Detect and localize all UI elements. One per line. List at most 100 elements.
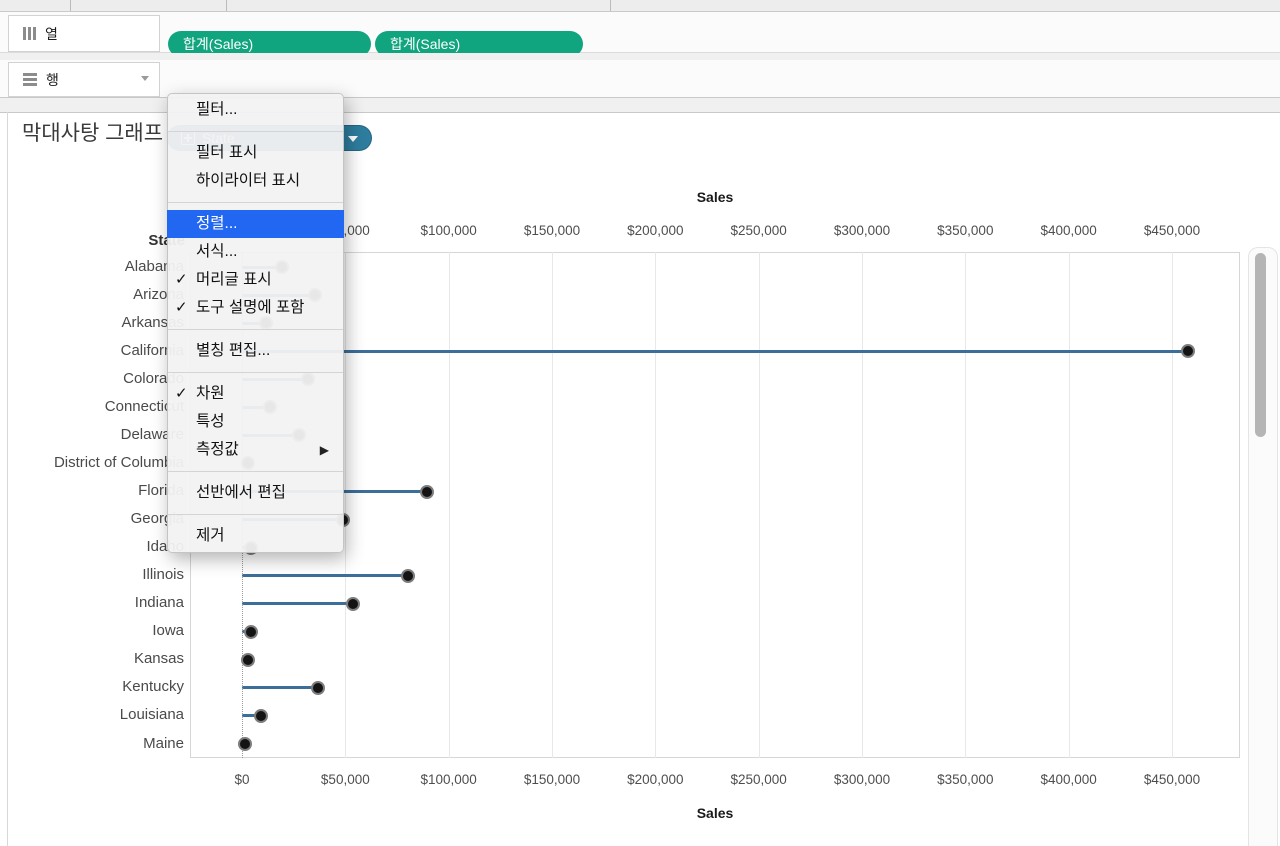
lollipop-mark[interactable] <box>345 596 360 611</box>
worksheet-title: 막대사탕 그래프 <box>22 122 164 145</box>
menu-item-attribute[interactable]: 특성 <box>168 408 343 436</box>
gridline <box>345 252 346 758</box>
pill-label: 합계(Sales) <box>390 36 461 52</box>
menu-separator <box>168 514 343 515</box>
row-header-label[interactable]: Delaware <box>120 425 184 443</box>
row-header-label[interactable]: Connecticut <box>104 397 184 415</box>
top-axis-tick-label: $200,000 <box>627 223 684 238</box>
row-header-label[interactable]: Florida <box>138 482 184 499</box>
menu-item-label: 별칭 편집... <box>196 342 271 359</box>
lollipop-mark[interactable] <box>237 737 252 752</box>
lollipop-mark[interactable] <box>419 484 434 499</box>
pill-sum-sales-1[interactable]: 합계(Sales) <box>168 31 371 57</box>
menu-separator <box>168 202 343 203</box>
sheet-tab-strip <box>0 0 1280 12</box>
row-header-label[interactable]: Idaho <box>146 538 184 556</box>
rows-shelf-label-box: 행 <box>8 62 160 97</box>
menu-item-show-header[interactable]: ✓ 머리글 표시 <box>168 266 343 294</box>
gridline <box>965 252 966 758</box>
rows-shelf-label: 행 <box>46 71 59 88</box>
row-header-label[interactable]: Maine <box>143 734 184 752</box>
gridline <box>1069 252 1070 758</box>
menu-item-show-highlighter[interactable]: 하이라이터 표시 <box>168 167 343 195</box>
bottom-axis-tick-label: $0 <box>234 772 250 787</box>
menu-item-include-in-tooltip[interactable]: ✓ 도구 설명에 포함 <box>168 294 343 322</box>
lollipop-mark[interactable] <box>310 680 325 695</box>
menu-item-dimension[interactable]: ✓ 차원 <box>168 380 343 408</box>
menu-item-show-filter[interactable]: 필터 표시 <box>168 139 343 167</box>
top-axis-tick-label: $350,000 <box>937 223 994 238</box>
lollipop-stick <box>242 574 408 578</box>
bottom-axis-tick-label: $450,000 <box>1143 772 1201 787</box>
lollipop-mark[interactable] <box>244 624 259 639</box>
menu-item-label: 서식... <box>196 243 238 260</box>
checkmark-icon: ✓ <box>175 385 188 402</box>
submenu-arrow-icon: ▶ <box>319 443 329 457</box>
lollipop-mark[interactable] <box>1180 344 1195 359</box>
row-header-label[interactable]: Georgia <box>130 510 184 528</box>
row-header-label[interactable]: Indiana <box>134 594 184 612</box>
menu-item-filter[interactable]: 필터... <box>168 96 343 124</box>
lollipop-mark[interactable] <box>241 652 256 667</box>
row-header-label[interactable]: Arkansas <box>121 313 184 331</box>
top-axis-tick-label: $100,000 <box>420 223 477 238</box>
rows-shelf-caret-icon[interactable] <box>141 76 149 81</box>
row-header-label[interactable]: District of Columbia <box>53 453 184 471</box>
lollipop-mark[interactable] <box>400 568 415 583</box>
row-header-label[interactable]: Kansas <box>133 650 184 668</box>
lollipop-stick <box>242 602 353 606</box>
pill-label: 합계(Sales) <box>183 36 254 52</box>
row-header-label[interactable]: Illinois <box>142 566 184 584</box>
shelf-gutter <box>0 53 1280 60</box>
gridline <box>759 252 760 758</box>
top-axis-tick-label: $400,000 <box>1040 223 1097 238</box>
menu-item-label: 필터 표시 <box>196 144 258 161</box>
row-header-label[interactable]: Louisiana <box>119 706 184 724</box>
columns-icon <box>23 27 36 40</box>
columns-shelf: 열 합계(Sales) 합계(Sales) <box>0 12 1280 57</box>
row-header-label[interactable]: Kentucky <box>122 678 184 696</box>
tab-separator <box>70 0 71 11</box>
row-header-label[interactable]: Colorado <box>123 369 184 387</box>
menu-separator <box>168 471 343 472</box>
bottom-axis-tick-label: $400,000 <box>1040 772 1097 787</box>
gridline <box>552 252 553 758</box>
caret-down-icon[interactable] <box>348 136 358 142</box>
top-axis-tick-label: $450,000 <box>1143 223 1201 238</box>
row-header-label[interactable]: Alabama <box>124 257 184 275</box>
top-axis-tick-label: $250,000 <box>730 223 787 238</box>
gridline <box>1172 252 1173 758</box>
gridline <box>655 252 656 758</box>
menu-item-label: 하이라이터 표시 <box>196 172 301 189</box>
bottom-axis-title: Sales <box>696 805 734 821</box>
lollipop-mark[interactable] <box>254 708 269 723</box>
vertical-scrollbar-thumb[interactable] <box>1255 253 1266 437</box>
rows-icon <box>23 73 37 86</box>
row-header-label[interactable]: California <box>120 341 184 359</box>
menu-item-edit-aliases[interactable]: 별칭 편집... <box>168 337 343 365</box>
menu-item-sort[interactable]: 정렬... <box>167 210 344 238</box>
gridline <box>449 252 450 758</box>
menu-item-format[interactable]: 서식... <box>168 238 343 266</box>
menu-separator <box>168 329 343 330</box>
row-header-label[interactable]: Iowa <box>152 622 184 640</box>
lollipop-stick <box>242 686 318 690</box>
menu-item-remove[interactable]: 제거 <box>168 522 343 550</box>
menu-item-label: 선반에서 편집 <box>196 484 286 501</box>
tab-separator <box>226 0 227 11</box>
checkmark-icon: ✓ <box>175 271 188 288</box>
bottom-axis-tick-label: $100,000 <box>420 772 477 787</box>
menu-item-label: 필터... <box>196 101 238 118</box>
columns-shelf-label: 열 <box>45 25 58 42</box>
menu-item-label: 제거 <box>196 527 225 544</box>
menu-item-edit-in-shelf[interactable]: 선반에서 편집 <box>168 479 343 507</box>
menu-separator <box>168 131 343 132</box>
menu-item-label: 머리글 표시 <box>196 271 272 288</box>
menu-item-label: 도구 설명에 포함 <box>196 299 305 316</box>
pill-sum-sales-2[interactable]: 합계(Sales) <box>375 31 583 57</box>
menu-item-measure[interactable]: 측정값 ▶ <box>168 436 343 464</box>
lollipop-stick <box>242 349 1188 353</box>
bottom-axis-tick-label: $250,000 <box>730 772 787 787</box>
row-header-label[interactable]: Arizona <box>133 285 184 303</box>
gridline <box>862 252 863 758</box>
